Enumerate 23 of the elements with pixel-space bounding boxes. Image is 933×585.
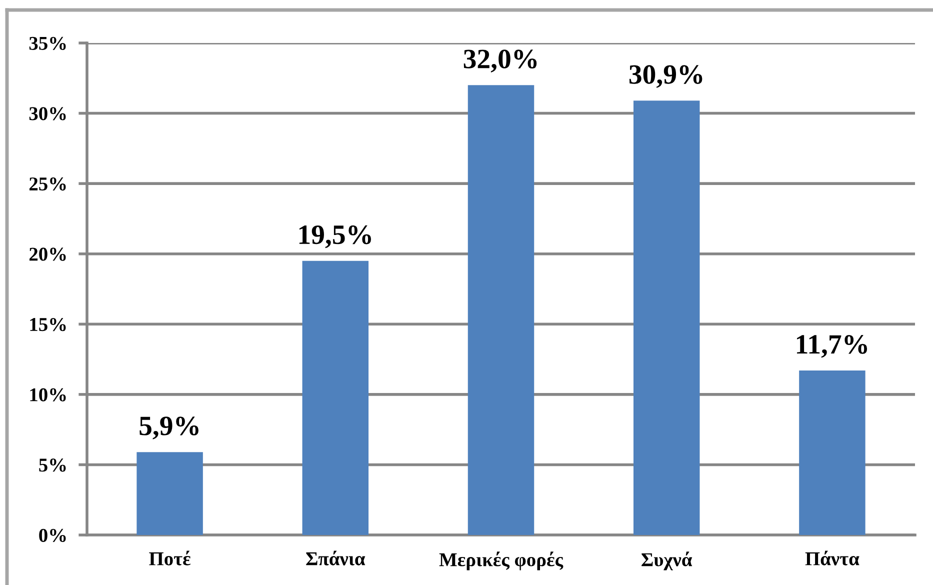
bar <box>633 100 700 535</box>
x-tick-label: Ποτέ <box>149 550 190 566</box>
x-tick-label: Πάντα <box>805 550 860 566</box>
x-tick-label: Συχνά <box>642 552 692 570</box>
data-label: 5,9% <box>140 416 198 440</box>
y-tick-label: 5% <box>39 458 66 472</box>
data-label: 19,5% <box>299 225 371 248</box>
y-tick-label: 20% <box>29 248 66 261</box>
bar <box>468 85 534 535</box>
x-tick-label: Σπάνια <box>306 550 366 566</box>
y-tick-label: 0% <box>39 528 66 542</box>
x-tick-label: Μερικές φορές <box>439 552 564 570</box>
bar <box>799 370 866 535</box>
y-tick-label: 30% <box>29 107 66 120</box>
y-tick-label: 25% <box>29 177 66 191</box>
bar <box>136 452 203 535</box>
data-label: 32,0% <box>464 50 537 72</box>
y-tick-label: 35% <box>29 36 66 50</box>
data-label: 30,9% <box>629 65 702 88</box>
bar <box>302 260 369 535</box>
data-label: 11,7% <box>796 335 868 358</box>
y-tick-label: 10% <box>30 388 66 402</box>
y-tick-label: 15% <box>30 318 66 332</box>
